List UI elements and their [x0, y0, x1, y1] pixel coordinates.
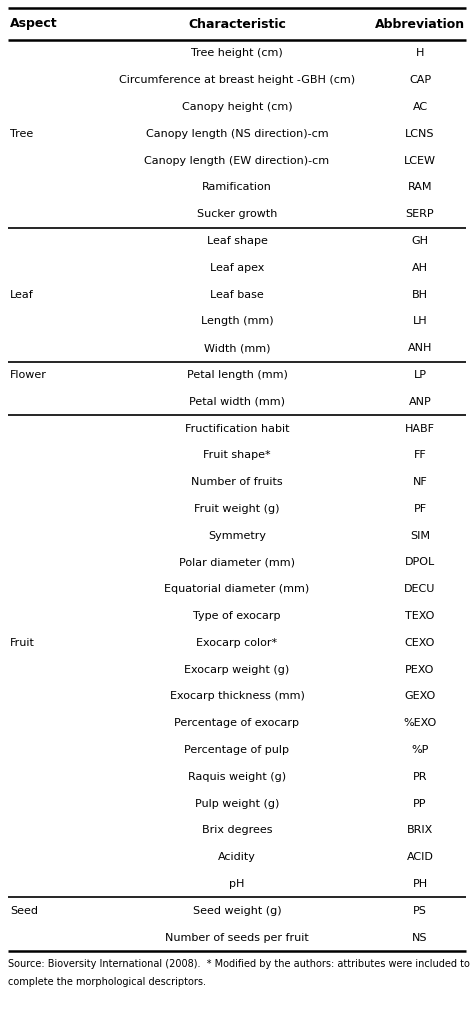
- Text: AH: AH: [412, 262, 428, 272]
- Text: PEXO: PEXO: [405, 665, 435, 675]
- Text: complete the morphological descriptors.: complete the morphological descriptors.: [8, 977, 206, 987]
- Text: NS: NS: [412, 932, 428, 942]
- Text: Percentage of pulp: Percentage of pulp: [184, 745, 290, 755]
- Text: TEXO: TEXO: [405, 611, 435, 622]
- Text: Ramification: Ramification: [202, 183, 272, 193]
- Text: SERP: SERP: [406, 209, 434, 219]
- Text: Flower: Flower: [10, 370, 47, 380]
- Text: ANH: ANH: [408, 343, 432, 353]
- Text: Raquis weight (g): Raquis weight (g): [188, 772, 286, 782]
- Text: LH: LH: [413, 317, 428, 326]
- Text: PR: PR: [413, 772, 427, 782]
- Text: BRIX: BRIX: [407, 825, 433, 835]
- Text: Seed: Seed: [10, 906, 38, 916]
- Text: Percentage of exocarp: Percentage of exocarp: [174, 718, 300, 728]
- Text: Canopy length (EW direction)-cm: Canopy length (EW direction)-cm: [145, 155, 329, 165]
- Text: Leaf shape: Leaf shape: [207, 236, 267, 246]
- Text: GEXO: GEXO: [404, 691, 436, 701]
- Text: Canopy height (cm): Canopy height (cm): [182, 102, 292, 112]
- Text: GH: GH: [411, 236, 428, 246]
- Text: LCEW: LCEW: [404, 155, 436, 165]
- Text: Fruit shape*: Fruit shape*: [203, 450, 271, 460]
- Text: Petal width (mm): Petal width (mm): [189, 397, 285, 407]
- Text: Brix degrees: Brix degrees: [202, 825, 272, 835]
- Text: DECU: DECU: [404, 584, 436, 594]
- Text: CEXO: CEXO: [405, 638, 435, 648]
- Text: Number of seeds per fruit: Number of seeds per fruit: [165, 932, 309, 942]
- Text: Petal length (mm): Petal length (mm): [187, 370, 287, 380]
- Text: ACID: ACID: [407, 853, 433, 863]
- Text: Acidity: Acidity: [218, 853, 256, 863]
- Text: Leaf apex: Leaf apex: [210, 262, 264, 272]
- Text: ANP: ANP: [409, 397, 431, 407]
- Text: Equatorial diameter (mm): Equatorial diameter (mm): [164, 584, 310, 594]
- Text: Leaf base: Leaf base: [210, 290, 264, 300]
- Text: Exocarp weight (g): Exocarp weight (g): [184, 665, 290, 675]
- Text: Polar diameter (mm): Polar diameter (mm): [179, 558, 295, 567]
- Text: Leaf: Leaf: [10, 290, 34, 300]
- Text: pH: pH: [229, 879, 245, 889]
- Text: HABF: HABF: [405, 424, 435, 434]
- Text: PS: PS: [413, 906, 427, 916]
- Text: LP: LP: [413, 370, 427, 380]
- Text: Length (mm): Length (mm): [201, 317, 273, 326]
- Text: Fruit: Fruit: [10, 638, 35, 648]
- Text: %EXO: %EXO: [403, 718, 437, 728]
- Text: Tree height (cm): Tree height (cm): [191, 48, 283, 59]
- Text: Type of exocarp: Type of exocarp: [193, 611, 281, 622]
- Text: %P: %P: [411, 745, 428, 755]
- Text: Fructification habit: Fructification habit: [185, 424, 289, 434]
- Text: PF: PF: [413, 503, 427, 514]
- Text: Symmetry: Symmetry: [208, 531, 266, 541]
- Text: Circumference at breast height -GBH (cm): Circumference at breast height -GBH (cm): [119, 76, 355, 85]
- Text: Exocarp color*: Exocarp color*: [196, 638, 278, 648]
- Text: Characteristic: Characteristic: [188, 17, 286, 30]
- Text: Fruit weight (g): Fruit weight (g): [194, 503, 280, 514]
- Text: Exocarp thickness (mm): Exocarp thickness (mm): [170, 691, 304, 701]
- Text: Number of fruits: Number of fruits: [191, 477, 283, 487]
- Text: PP: PP: [413, 799, 427, 808]
- Text: CAP: CAP: [409, 76, 431, 85]
- Text: RAM: RAM: [408, 183, 432, 193]
- Text: BH: BH: [412, 290, 428, 300]
- Text: Aspect: Aspect: [10, 17, 58, 30]
- Text: AC: AC: [412, 102, 428, 112]
- Text: NF: NF: [413, 477, 428, 487]
- Text: Pulp weight (g): Pulp weight (g): [195, 799, 279, 808]
- Text: Sucker growth: Sucker growth: [197, 209, 277, 219]
- Text: DPOL: DPOL: [405, 558, 435, 567]
- Text: H: H: [416, 48, 424, 59]
- Text: Seed weight (g): Seed weight (g): [193, 906, 281, 916]
- Text: PH: PH: [412, 879, 428, 889]
- Text: Abbreviation: Abbreviation: [375, 17, 465, 30]
- Text: Width (mm): Width (mm): [204, 343, 270, 353]
- Text: LCNS: LCNS: [405, 129, 435, 139]
- Text: Tree: Tree: [10, 129, 33, 139]
- Text: SIM: SIM: [410, 531, 430, 541]
- Text: Canopy length (NS direction)-cm: Canopy length (NS direction)-cm: [146, 129, 328, 139]
- Text: FF: FF: [414, 450, 427, 460]
- Text: Source: Bioversity International (2008).  * Modified by the authors: attributes : Source: Bioversity International (2008).…: [8, 959, 470, 969]
